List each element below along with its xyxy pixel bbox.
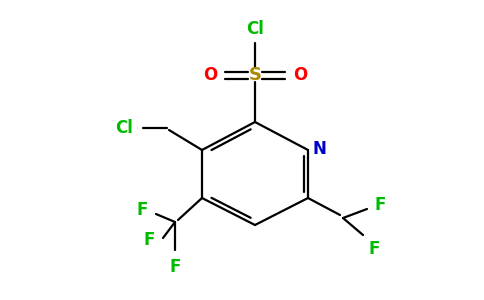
Text: F: F [136,201,148,219]
Text: F: F [169,258,181,276]
Text: F: F [375,196,386,214]
Text: F: F [368,240,379,258]
Text: F: F [144,231,155,249]
Text: O: O [203,66,217,84]
Text: N: N [313,140,327,158]
Text: S: S [248,66,261,84]
Text: Cl: Cl [246,20,264,38]
Text: Cl: Cl [115,119,133,137]
Text: O: O [293,66,307,84]
